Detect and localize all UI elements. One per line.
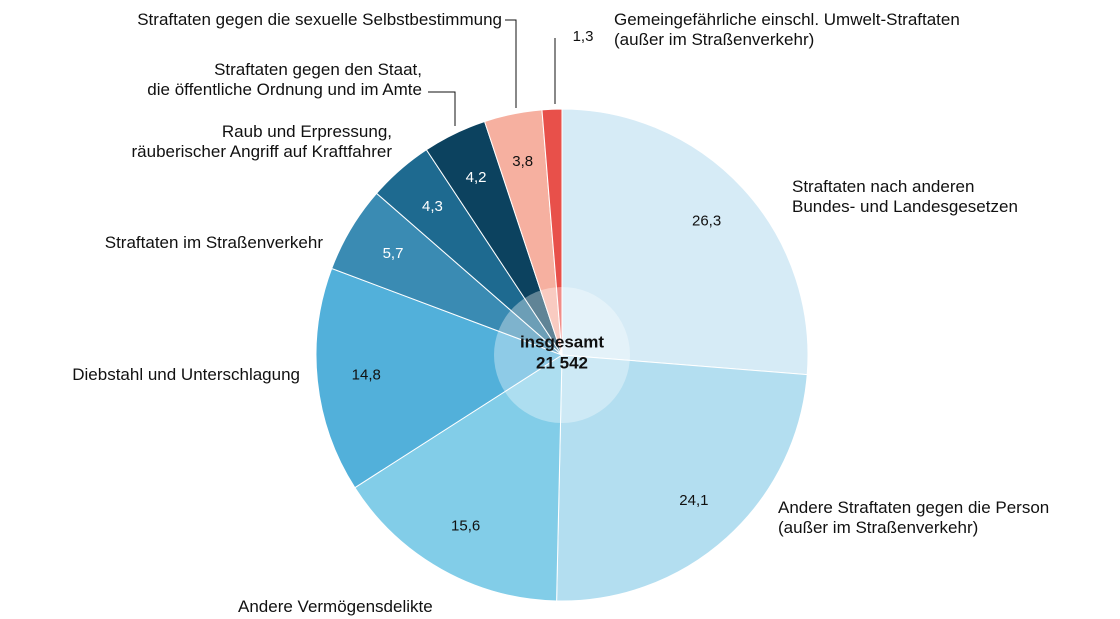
leader-line [428,91,456,126]
category-label: Andere Vermögensdelikte [238,597,433,616]
category-label: Straftaten nach anderen Bundes- und Land… [792,177,1018,216]
value-label: 15,6 [451,518,480,535]
category-label: Andere Straftaten gegen die Person (auße… [778,498,1050,537]
value-label: 26,3 [692,212,721,229]
value-label: 1,3 [573,28,594,45]
category-label: Gemeingefährliche einschl. Umwelt-Straft… [614,10,960,49]
pie-slice [556,354,808,602]
category-label: Diebstahl und Unterschlagung [72,365,300,384]
value-label: 4,3 [422,198,443,215]
category-label: Straftaten gegen die sexuelle Selbstbest… [137,10,502,29]
center-disc [494,287,630,423]
center-label: insgesamt [520,332,604,351]
pie-slice [561,108,809,376]
category-label: Straftaten gegen den Staat, die öffentli… [147,60,422,99]
value-label: 3,8 [512,153,533,170]
category-label: Straftaten im Straßenverkehr [104,233,323,252]
pie-slice [541,108,563,356]
value-label: 5,7 [383,245,404,262]
pie-slice [315,267,564,489]
value-label: 14,8 [352,367,381,384]
leader-line [505,19,517,108]
value-label: 4,2 [466,169,487,186]
category-label: Raub und Erpressung, räuberischer Angrif… [131,122,393,161]
center-total: 21 542 [536,353,588,372]
value-label: 24,1 [679,492,708,509]
pie-slice [354,354,563,602]
